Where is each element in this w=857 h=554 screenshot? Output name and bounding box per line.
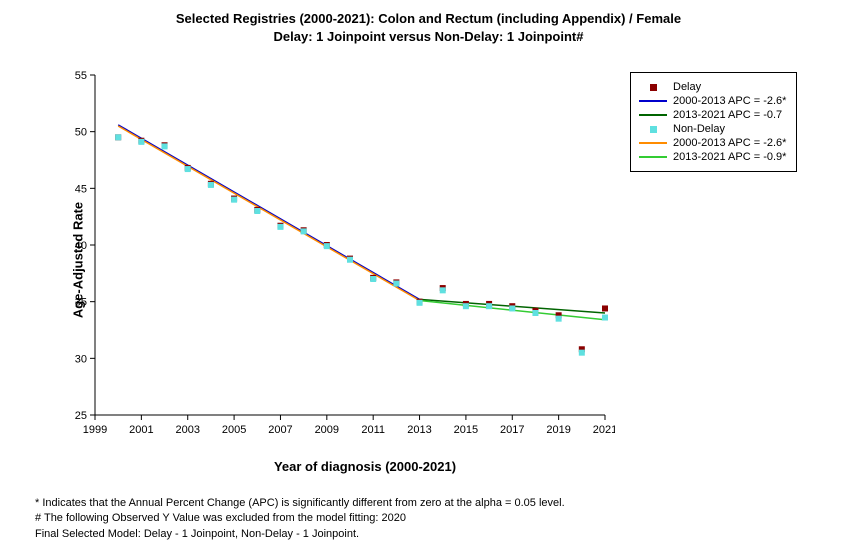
- svg-text:25: 25: [75, 410, 87, 422]
- legend-line-icon: [639, 151, 667, 163]
- chart-plot: 25 30 35 40 45 50 55 1999 2001 2003 2005 2007 2009 20…: [55, 55, 615, 435]
- svg-text:50: 50: [75, 127, 87, 139]
- legend-label: 2000-2013 APC = -2.6*: [673, 137, 786, 149]
- footnotes: * Indicates that the Annual Percent Chan…: [35, 496, 565, 542]
- legend-item: Non-Delay: [639, 123, 786, 135]
- legend-label: Non-Delay: [673, 123, 725, 135]
- svg-text:2011: 2011: [361, 424, 385, 435]
- svg-text:30: 30: [75, 353, 87, 365]
- svg-text:35: 35: [75, 297, 87, 309]
- svg-text:2001: 2001: [129, 424, 153, 435]
- legend-line-icon: [639, 95, 667, 107]
- svg-text:45: 45: [75, 183, 87, 195]
- legend-item: Delay: [639, 81, 786, 93]
- legend: Delay 2000-2013 APC = -2.6* 2013-2021 APC …: [630, 72, 797, 172]
- svg-text:55: 55: [75, 70, 87, 82]
- svg-text:2005: 2005: [222, 424, 246, 435]
- svg-text:2021: 2021: [593, 424, 615, 435]
- svg-text:2003: 2003: [175, 424, 199, 435]
- svg-text:2009: 2009: [315, 424, 339, 435]
- legend-line-icon: [639, 137, 667, 149]
- svg-text:1999: 1999: [83, 424, 107, 435]
- svg-text:2017: 2017: [500, 424, 524, 435]
- svg-text:2019: 2019: [546, 424, 570, 435]
- legend-item: 2000-2013 APC = -2.6*: [639, 137, 786, 149]
- legend-item: 2013-2021 APC = -0.7: [639, 109, 786, 121]
- legend-label: 2013-2021 APC = -0.9*: [673, 151, 786, 163]
- legend-item: 2013-2021 APC = -0.9*: [639, 151, 786, 163]
- footnote-1: * Indicates that the Annual Percent Chan…: [35, 496, 565, 511]
- legend-marker-icon: [639, 81, 667, 93]
- footnote-2: # The following Observed Y Value was exc…: [35, 511, 565, 526]
- legend-line-icon: [639, 109, 667, 121]
- legend-label: 2013-2021 APC = -0.7: [673, 109, 782, 121]
- chart-title: Selected Registries (2000-2021): Colon a…: [0, 10, 857, 46]
- svg-text:2007: 2007: [268, 424, 292, 435]
- legend-label: 2000-2013 APC = -2.6*: [673, 95, 786, 107]
- title-line2: Delay: 1 Joinpoint versus Non-Delay: 1 J…: [0, 28, 857, 46]
- footnote-3: Final Selected Model: Delay - 1 Joinpoin…: [35, 527, 565, 542]
- svg-text:2013: 2013: [407, 424, 431, 435]
- x-axis-label: Year of diagnosis (2000-2021): [55, 459, 675, 474]
- legend-marker-icon: [639, 123, 667, 135]
- svg-text:40: 40: [75, 240, 87, 252]
- svg-text:2015: 2015: [454, 424, 478, 435]
- legend-item: 2000-2013 APC = -2.6*: [639, 95, 786, 107]
- title-line1: Selected Registries (2000-2021): Colon a…: [0, 10, 857, 28]
- legend-label: Delay: [673, 81, 701, 93]
